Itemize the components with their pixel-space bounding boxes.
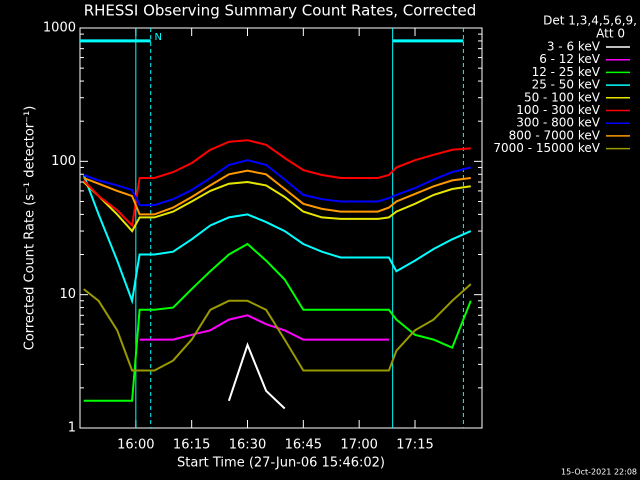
x-tick-label: 16:45 bbox=[285, 438, 322, 453]
chart-title: RHESSI Observing Summary Count Rates, Co… bbox=[84, 2, 477, 20]
series-line bbox=[82, 174, 472, 305]
legend-label: 800 - 7000 keV bbox=[509, 128, 601, 142]
legend-label: 100 - 300 keV bbox=[516, 103, 600, 117]
x-tick-label: 16:30 bbox=[229, 438, 266, 453]
y-tick-label: 100 bbox=[51, 154, 76, 169]
legend-label: 7000 - 15000 keV bbox=[493, 141, 600, 155]
x-tick-label: 17:15 bbox=[396, 438, 433, 453]
y-tick-label: 10 bbox=[59, 287, 76, 302]
legend-label: 50 - 100 keV bbox=[524, 90, 601, 104]
series-line bbox=[227, 342, 286, 410]
legend-header: Det 1,3,4,5,6,9, bbox=[543, 14, 637, 28]
series-line bbox=[83, 180, 471, 233]
series-line bbox=[83, 159, 472, 207]
x-tick-label: 16:00 bbox=[117, 438, 154, 453]
y-axis-label: Corrected Count Rate (s⁻¹ detector⁻¹) bbox=[23, 106, 38, 351]
y-tick-label: 1000 bbox=[43, 21, 76, 36]
footer: 15-Oct-2021 22:08 bbox=[561, 468, 637, 477]
legend-label: 25 - 50 keV bbox=[532, 78, 601, 92]
series-line bbox=[83, 242, 472, 402]
series-line bbox=[139, 314, 389, 341]
legend-header: Att 0 bbox=[596, 27, 625, 41]
series-line bbox=[83, 169, 471, 216]
annotation: N bbox=[154, 32, 161, 43]
x-tick-label: 16:15 bbox=[173, 438, 210, 453]
plot-frame bbox=[79, 27, 483, 429]
legend-label: 300 - 800 keV bbox=[516, 116, 600, 130]
series-line bbox=[83, 283, 472, 372]
legend-label: 3 - 6 keV bbox=[547, 40, 601, 54]
y-tick-label: 1 bbox=[68, 421, 76, 436]
x-axis-label: Start Time (27-Jun-06 15:46:02) bbox=[177, 456, 385, 471]
legend-label: 12 - 25 keV bbox=[532, 65, 601, 79]
series-line bbox=[82, 139, 471, 228]
x-tick-label: 17:00 bbox=[340, 438, 377, 453]
legend-label: 6 - 12 keV bbox=[539, 52, 601, 66]
